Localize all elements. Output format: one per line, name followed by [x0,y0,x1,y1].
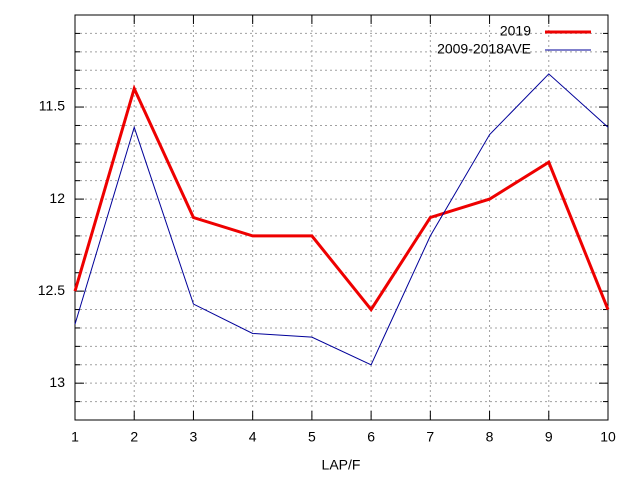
x-tick-label: 8 [486,429,494,445]
data-line [74,73,609,366]
y-tick-label: 12.5 [38,282,65,298]
legend-label: 2009-2018AVE [437,41,531,57]
x-tick-label: 3 [190,429,198,445]
x-tick-label: 1 [71,429,79,445]
x-tick-label: 5 [308,429,316,445]
plot-frame [74,14,609,421]
x-tick-label: 2 [130,429,138,445]
x-tick-label: 7 [426,429,434,445]
x-tick-label: 10 [600,429,616,445]
x-axis-label: LAP/F [322,457,361,473]
y-tick-label: 11.5 [39,98,65,114]
x-tick-label: 9 [545,429,553,445]
y-tick-label: 12 [49,190,65,206]
legend-label: 2019 [500,23,531,39]
x-tick-label: 4 [249,429,257,445]
x-tick-label: 6 [367,429,375,445]
y-tick-label: 13 [49,374,65,390]
data-line [73,84,610,313]
